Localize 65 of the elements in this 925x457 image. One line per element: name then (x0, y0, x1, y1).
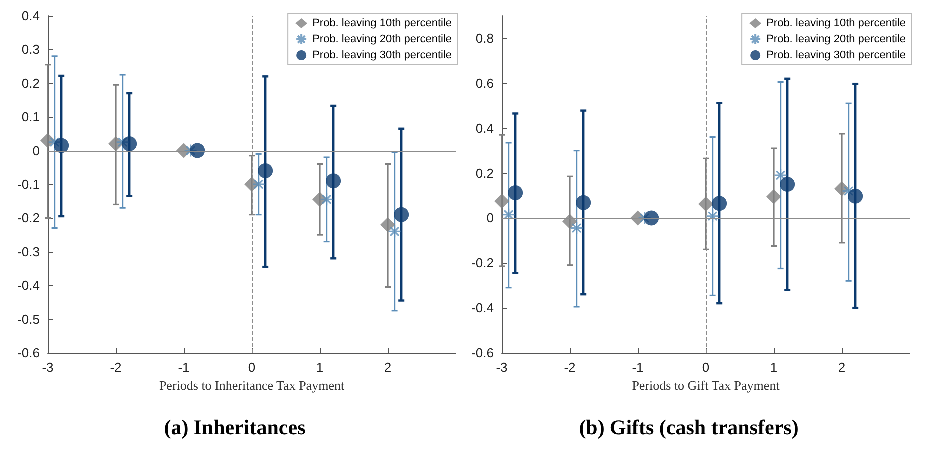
text: (b) Gifts (cash transfers) (579, 416, 799, 440)
y-tick-label: 0.8 (476, 30, 494, 46)
y-tick-label: 0.4 (22, 8, 40, 24)
y-tick-label: 0.3 (22, 42, 40, 58)
point (712, 196, 728, 212)
point (122, 136, 138, 152)
x-tick-label: -3 (496, 360, 508, 375)
legend-label: Prob. leaving 20th percentile (766, 34, 906, 46)
point (190, 143, 206, 158)
x-tick-label: -2 (110, 360, 122, 375)
legend-label: Prob. leaving 10th percentile (312, 18, 452, 30)
point (780, 177, 796, 192)
legend-label: Prob. leaving 30th percentile (766, 50, 906, 62)
point (252, 178, 266, 192)
legend-label: Prob. leaving 30th percentile (312, 50, 452, 62)
y-tick-label: 0 (32, 143, 40, 158)
x-tick-label: -3 (42, 360, 54, 375)
point (706, 210, 720, 224)
point (54, 138, 70, 154)
point (848, 188, 864, 204)
x-tick-label: -2 (564, 360, 576, 375)
y-tick-label: 0.6 (476, 76, 494, 91)
y-tick-label: -0.2 (18, 210, 40, 226)
y-tick-label: -0.4 (472, 300, 494, 316)
x-axis-title: Periods to Gift Tax Payment (632, 378, 780, 393)
x-tick-label: 0 (702, 360, 710, 375)
y-tick-label: 0.2 (22, 76, 40, 91)
point (380, 217, 396, 232)
x-tick-label: -1 (632, 360, 644, 375)
x-tick-label: 2 (838, 360, 846, 375)
y-tick-label: -0.6 (18, 346, 40, 360)
point (508, 186, 524, 201)
y-tick-label: -0.3 (18, 244, 40, 260)
point (570, 222, 584, 236)
y-tick-label: -0.5 (18, 312, 40, 327)
y-tick-label: 0.4 (476, 120, 494, 136)
x-tick-label: 1 (770, 360, 778, 375)
point (502, 208, 516, 222)
point (320, 192, 334, 206)
point (644, 210, 660, 226)
x-tick-label: 0 (248, 360, 256, 375)
point (698, 196, 714, 212)
point (766, 189, 782, 204)
y-tick-label: -0.2 (472, 256, 494, 271)
x-tick-label: -1 (178, 360, 190, 375)
point (48, 136, 62, 150)
y-tick-label: -0.1 (18, 177, 40, 192)
legend-label: Prob. leaving 10th percentile (766, 18, 906, 30)
x-tick-label: 2 (384, 360, 392, 375)
point (394, 207, 410, 222)
x-tick-label: 1 (316, 360, 324, 375)
y-tick-label: -0.6 (472, 346, 494, 360)
y-tick-label: 0 (486, 210, 494, 226)
legend-label: Prob. leaving 20th percentile (312, 34, 452, 46)
point (258, 164, 274, 179)
y-tick-label: -0.4 (18, 278, 40, 294)
point (774, 168, 788, 182)
point (326, 174, 342, 189)
y-tick-label: 0.2 (476, 166, 494, 181)
point (388, 224, 402, 238)
point (494, 194, 510, 209)
text: (a) Inheritances (164, 416, 306, 440)
y-tick-label: 0.1 (22, 110, 40, 125)
x-axis-title: Periods to Inheritance Tax Payment (159, 378, 345, 393)
point (576, 195, 592, 210)
